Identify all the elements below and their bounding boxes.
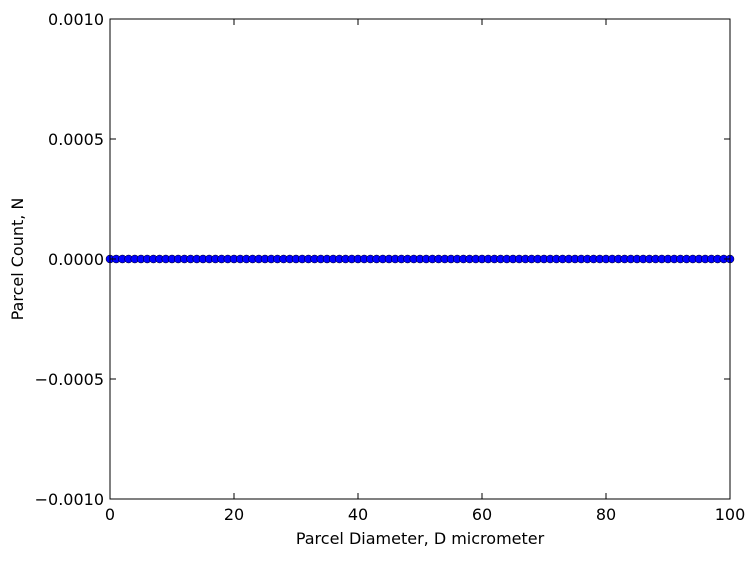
x-tick-label: 100 [715, 505, 746, 524]
y-tick-label: −0.0005 [35, 370, 104, 389]
x-tick-label: 40 [348, 505, 368, 524]
x-axis-label: Parcel Diameter, D micrometer [296, 529, 545, 548]
y-tick-label: 0.0005 [48, 130, 104, 149]
y-tick-label: 0.0010 [48, 10, 104, 29]
x-tick-label: 60 [472, 505, 492, 524]
axes-layer: 0 20 40 60 80 100 −0.0010 −0.0005 0.0000 0.0005 0.… [35, 10, 746, 524]
x-tick-label: 80 [596, 505, 616, 524]
x-tick-label: 20 [224, 505, 244, 524]
y-tick-label: 0.0000 [48, 250, 104, 269]
data-point-layer [105, 254, 735, 264]
y-tick-label: −0.0010 [35, 490, 104, 509]
y-axis-label: Parcel Count, N [8, 198, 27, 321]
x-tick-label: 0 [105, 505, 115, 524]
